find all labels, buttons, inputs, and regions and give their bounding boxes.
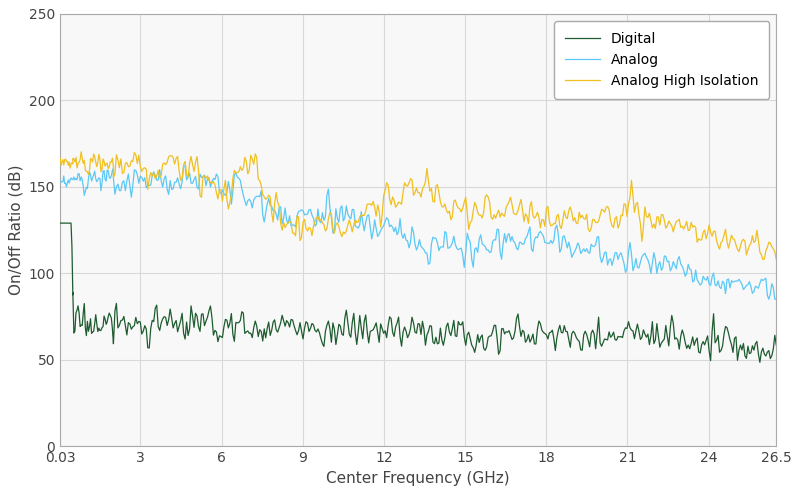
Digital [470, 349, 479, 355]
Analog High Isolation [76, 149, 86, 155]
Analog [386, 222, 396, 228]
Digital [385, 314, 394, 320]
Analog High Isolation [638, 224, 648, 230]
Analog [431, 236, 441, 242]
Analog High Isolation [758, 256, 768, 262]
Analog [382, 215, 391, 221]
Line: Analog High Isolation: Analog High Isolation [60, 152, 776, 259]
Analog [764, 296, 774, 302]
Digital [754, 351, 763, 357]
Digital [755, 360, 765, 366]
Analog High Isolation [471, 203, 481, 209]
Digital [771, 342, 781, 348]
Line: Digital: Digital [60, 223, 776, 363]
Analog [55, 179, 65, 185]
Analog [638, 252, 648, 258]
Analog High Isolation [755, 249, 765, 255]
Digital [430, 341, 439, 347]
Analog [771, 296, 781, 302]
Digital [380, 328, 390, 334]
Analog High Isolation [55, 156, 65, 162]
Digital [637, 334, 646, 340]
Analog High Isolation [382, 180, 391, 186]
Analog High Isolation [431, 183, 441, 189]
Legend: Digital, Analog, Analog High Isolation: Digital, Analog, Analog High Isolation [554, 21, 770, 99]
Y-axis label: On/Off Ratio (dB): On/Off Ratio (dB) [8, 165, 23, 295]
Analog [755, 280, 765, 286]
Analog [471, 245, 481, 251]
Analog High Isolation [386, 202, 396, 207]
X-axis label: Center Frequency (GHz): Center Frequency (GHz) [326, 471, 510, 486]
Line: Analog: Analog [60, 166, 776, 299]
Analog [178, 163, 188, 169]
Digital [55, 220, 65, 226]
Analog High Isolation [771, 256, 781, 262]
